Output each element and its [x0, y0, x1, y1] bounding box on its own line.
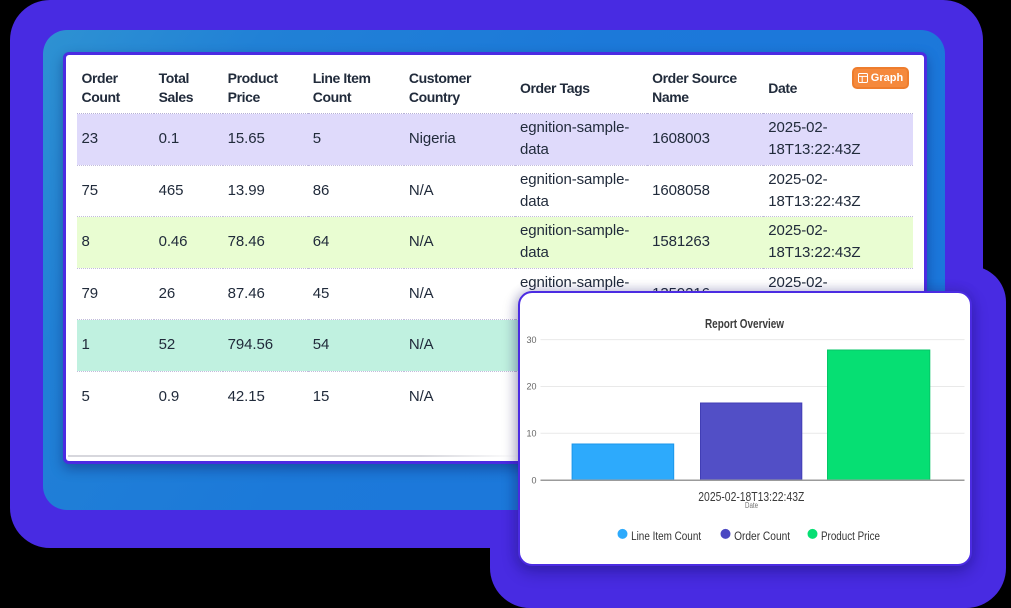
- svg-text:Report Overview: Report Overview: [705, 316, 785, 331]
- svg-text:Date: Date: [745, 500, 758, 510]
- svg-text:Product Price: Product Price: [821, 529, 880, 543]
- svg-text:2025-02-18T13:22:43Z: 2025-02-18T13:22:43Z: [698, 489, 804, 504]
- svg-text:Line Item Count: Line Item Count: [631, 529, 701, 543]
- svg-text:0: 0: [531, 475, 536, 485]
- svg-text:Order Count: Order Count: [734, 529, 790, 543]
- svg-text:30: 30: [526, 335, 536, 345]
- svg-text:10: 10: [526, 429, 536, 439]
- svg-text:20: 20: [526, 382, 536, 392]
